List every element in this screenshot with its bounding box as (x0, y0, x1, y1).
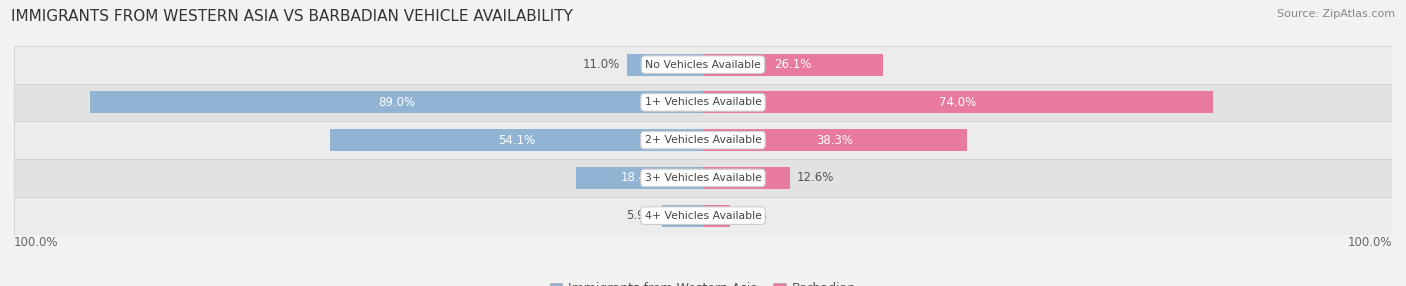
Text: Source: ZipAtlas.com: Source: ZipAtlas.com (1277, 9, 1395, 19)
Text: 89.0%: 89.0% (378, 96, 415, 109)
Text: 54.1%: 54.1% (498, 134, 536, 147)
Bar (703, 54, 883, 76)
Text: 18.4%: 18.4% (621, 171, 658, 184)
Text: 12.6%: 12.6% (797, 171, 834, 184)
Text: 5.9%: 5.9% (626, 209, 655, 222)
Text: 1+ Vehicles Available: 1+ Vehicles Available (644, 98, 762, 107)
Bar (627, 54, 703, 76)
Text: 3.9%: 3.9% (737, 209, 766, 222)
Bar (14, 197, 1392, 235)
Bar (703, 92, 1213, 113)
Bar (703, 167, 790, 189)
Text: 26.1%: 26.1% (775, 58, 811, 71)
Legend: Immigrants from Western Asia, Barbadian: Immigrants from Western Asia, Barbadian (544, 277, 862, 286)
Bar (703, 129, 967, 151)
Bar (576, 167, 703, 189)
Text: 4+ Vehicles Available: 4+ Vehicles Available (644, 211, 762, 221)
Text: 100.0%: 100.0% (14, 237, 59, 249)
Bar (14, 159, 1392, 197)
Text: IMMIGRANTS FROM WESTERN ASIA VS BARBADIAN VEHICLE AVAILABILITY: IMMIGRANTS FROM WESTERN ASIA VS BARBADIA… (11, 9, 574, 23)
Bar (14, 46, 1392, 84)
Bar (703, 205, 730, 227)
Text: 74.0%: 74.0% (939, 96, 977, 109)
Text: 100.0%: 100.0% (1347, 237, 1392, 249)
Text: 2+ Vehicles Available: 2+ Vehicles Available (644, 135, 762, 145)
Text: 3+ Vehicles Available: 3+ Vehicles Available (644, 173, 762, 183)
Text: 11.0%: 11.0% (583, 58, 620, 71)
Bar (330, 129, 703, 151)
Bar (14, 121, 1392, 159)
Bar (90, 92, 703, 113)
Text: 38.3%: 38.3% (817, 134, 853, 147)
Text: No Vehicles Available: No Vehicles Available (645, 60, 761, 69)
Bar (662, 205, 703, 227)
Bar (14, 84, 1392, 121)
